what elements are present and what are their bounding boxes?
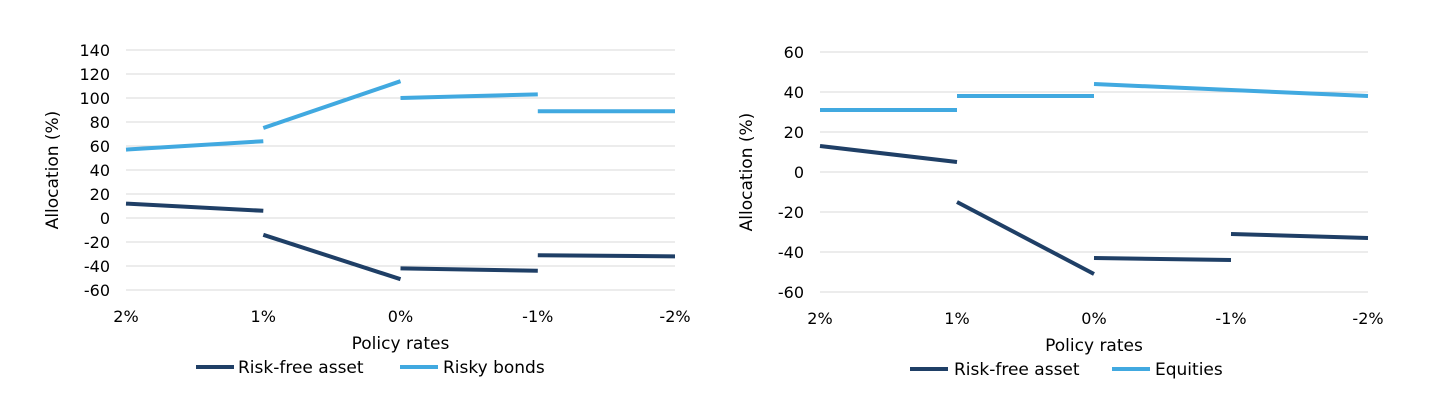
left-chart-legend-label: Risky bonds — [443, 358, 545, 378]
right-chart-y-axis-title: Allocation (%) — [737, 113, 757, 232]
left-chart-series-risk-free-asset-segment — [537, 253, 676, 259]
left-chart-series-risky-bonds-segment — [262, 79, 402, 130]
right-chart-x-tick-label: 0% — [1081, 309, 1106, 328]
left-chart-y-tick-label: -20 — [84, 233, 110, 252]
right-chart-y-tick-label: -20 — [778, 203, 804, 222]
right-chart-x-tick-label: -2% — [1352, 309, 1383, 328]
left-chart-series-risky-bonds-segment — [400, 92, 538, 100]
right-chart-series-risk-free-asset-segment — [819, 144, 958, 164]
left-chart-series-risk-free-asset-segment — [262, 232, 402, 282]
right-chart-series-risk-free-asset-segment — [956, 200, 1095, 276]
right-chart-y-tick-label: 20 — [784, 123, 804, 142]
left-chart-x-tick-label: -2% — [659, 307, 690, 326]
left-chart-y-tick-label: 120 — [79, 65, 110, 84]
left-chart-y-axis-title: Allocation (%) — [43, 111, 63, 230]
left-chart-y-tick-label: 0 — [100, 209, 110, 228]
right-chart-series-equities-segment — [1093, 82, 1369, 98]
left-chart-x-tick-label: 1% — [251, 307, 276, 326]
left-chart-x-axis-title: Policy rates — [352, 334, 450, 354]
left-chart-x-tick-label: 2% — [113, 307, 138, 326]
left-chart-y-tick-label: 40 — [90, 161, 110, 180]
right-chart-y-tick-label: 60 — [784, 43, 804, 62]
left-chart-y-tick-label: -40 — [84, 257, 110, 276]
left-chart-y-tick-label: 100 — [79, 89, 110, 108]
right-chart-y-tick-label: 0 — [794, 163, 804, 182]
right-chart-legend-label: Equities — [1155, 360, 1223, 380]
left-chart-series-risk-free-asset-segment — [400, 266, 538, 273]
left-chart-x-tick-label: 0% — [388, 307, 413, 326]
right-chart-series-risk-free-asset-segment — [1230, 232, 1369, 240]
right-chart-x-tick-label: 1% — [944, 309, 969, 328]
left-chart-y-tick-label: 80 — [90, 113, 110, 132]
right-chart-x-tick-label: -1% — [1215, 309, 1246, 328]
left-chart-y-tick-label: 20 — [90, 185, 110, 204]
right-chart-y-tick-label: -40 — [778, 243, 804, 262]
left-chart-legend-label: Risk-free asset — [238, 358, 364, 378]
right-chart-y-tick-label: 40 — [784, 83, 804, 102]
right-chart-y-tick-label: -60 — [778, 283, 804, 302]
left-chart-y-tick-label: 140 — [79, 41, 110, 60]
left-chart-series-risky-bonds-segment — [125, 139, 264, 152]
left-chart-x-tick-label: -1% — [522, 307, 553, 326]
right-chart-x-tick-label: 2% — [807, 309, 832, 328]
right-chart-legend-label: Risk-free asset — [954, 360, 1080, 380]
left-chart-series-risk-free-asset-segment — [125, 201, 264, 213]
right-chart-series-risk-free-asset-segment — [1093, 256, 1232, 262]
left-chart-y-tick-label: 60 — [90, 137, 110, 156]
right-chart-x-axis-title: Policy rates — [1045, 336, 1143, 356]
left-chart-y-tick-label: -60 — [84, 281, 110, 300]
